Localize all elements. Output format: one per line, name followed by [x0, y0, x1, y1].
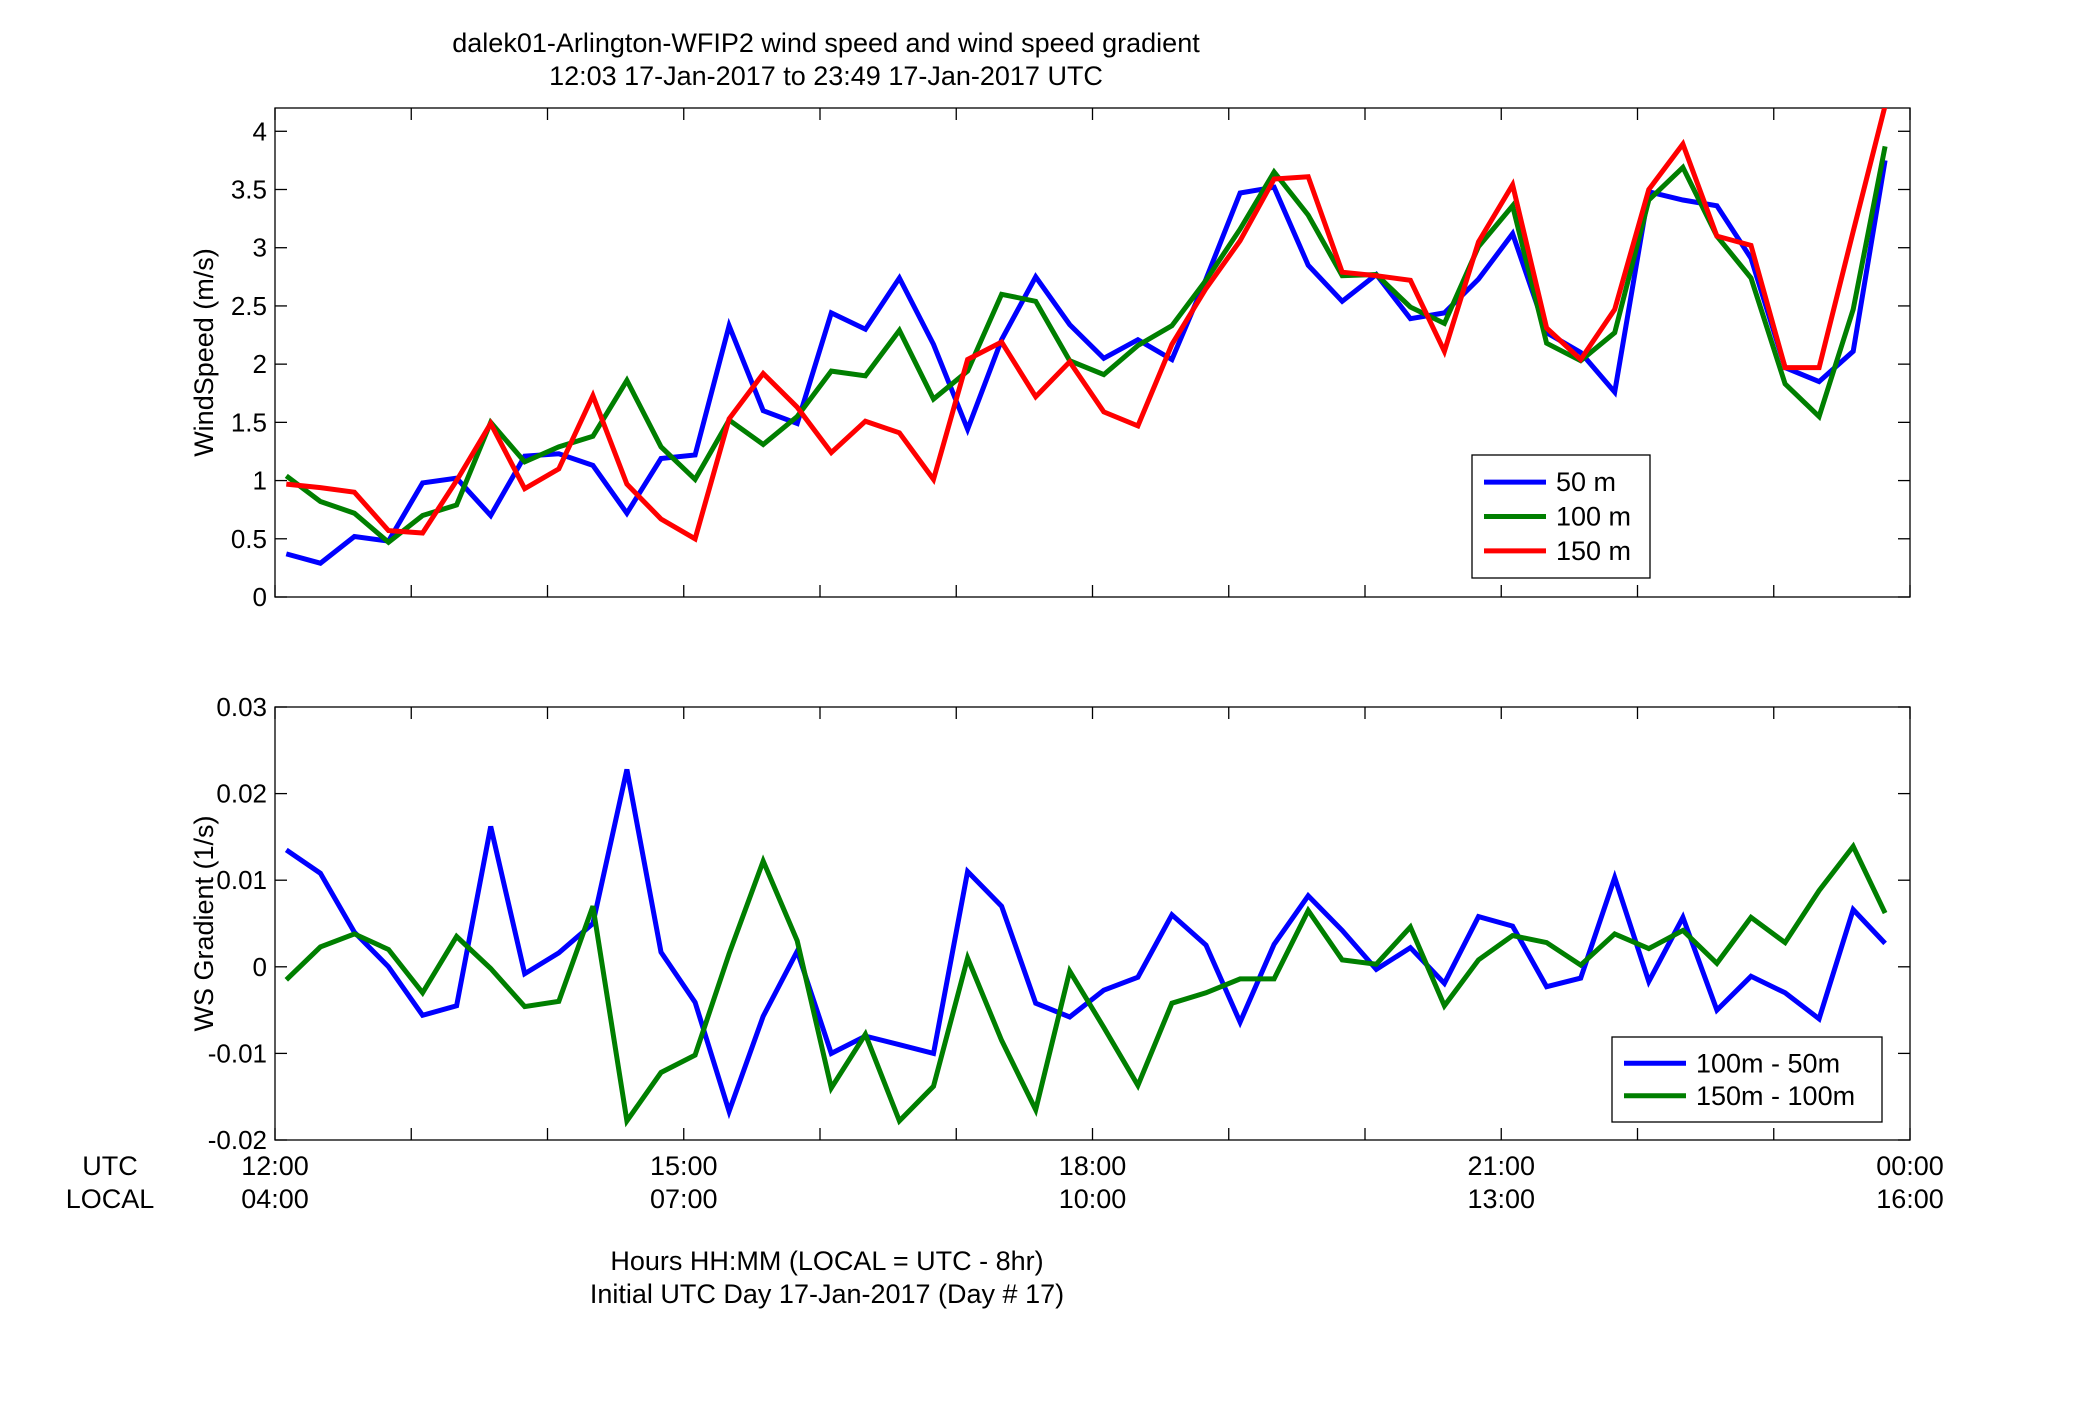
- legend: 50 m 100 m 150 m: [1471, 454, 1651, 579]
- y-tick-label: 1.5: [231, 407, 267, 437]
- y-tick-label: 0.01: [216, 865, 267, 895]
- utc-row-label: UTC: [82, 1151, 138, 1181]
- x-tick-label-local: 07:00: [650, 1184, 718, 1214]
- y-tick-label: 2: [253, 349, 267, 379]
- x-tick-label-local: 16:00: [1876, 1184, 1944, 1214]
- chart-title-line1: dalek01-Arlington-WFIP2 wind speed and w…: [452, 28, 1200, 58]
- x-axis-label-line2: Initial UTC Day 17-Jan-2017 (Day # 17): [590, 1279, 1064, 1309]
- x-axis-label-line1: Hours HH:MM (LOCAL = UTC - 8hr): [610, 1246, 1043, 1276]
- series-line-2: [286, 108, 1888, 543]
- x-tick-label-utc: 18:00: [1059, 1151, 1127, 1181]
- y-tick-label: 0: [253, 582, 267, 612]
- x-tick-label-utc: 15:00: [650, 1151, 718, 1181]
- y-tick-label: 0.03: [216, 692, 267, 722]
- y-tick-label: 4: [253, 116, 267, 146]
- windspeed-panel: 0 0.5 1 1.5 2 2.5 3 3.5 4 WindSpeed (m/s) 50 m 100 …: [189, 107, 1911, 612]
- y-tick-label: 3.5: [231, 175, 267, 205]
- y-tick-label: 1: [253, 466, 267, 496]
- x-tick-label-utc: 00:00: [1876, 1151, 1944, 1181]
- legend-label: 100 m: [1556, 502, 1631, 532]
- local-row-label: LOCAL: [66, 1184, 155, 1214]
- chart-title-line2: 12:03 17-Jan-2017 to 23:49 17-Jan-2017 U…: [549, 61, 1103, 91]
- y-tick-label: 2.5: [231, 291, 267, 321]
- series-line-1: [284, 841, 1888, 1128]
- y-tick-label: 3: [253, 233, 267, 263]
- x-tick-label-utc: 21:00: [1467, 1151, 1535, 1181]
- series-group: [284, 108, 1888, 566]
- legend-label: 50 m: [1556, 467, 1616, 497]
- x-tick-label-utc: 12:00: [241, 1151, 309, 1181]
- y-tick-label: 0.5: [231, 524, 267, 554]
- series-group: [284, 768, 1888, 1128]
- legend-label: 150m - 100m: [1696, 1081, 1855, 1111]
- series-line-0: [285, 159, 1888, 566]
- y-tick-label: 0.02: [216, 779, 267, 809]
- series-line-1: [284, 145, 1888, 546]
- y-axis-label: WindSpeed (m/s): [189, 248, 219, 457]
- y-axis-label: WS Gradient (1/s): [189, 815, 219, 1031]
- y-tick-label: 0: [253, 952, 267, 982]
- gradient-panel: -0.02 -0.01 0 0.01 0.02 0.03 WS Gradient (1/s)…: [189, 692, 1911, 1155]
- y-tick-label: -0.01: [208, 1038, 267, 1068]
- x-tick-label-local: 04:00: [241, 1184, 309, 1214]
- legend-label: 150 m: [1556, 536, 1631, 566]
- x-tick-label-local: 10:00: [1059, 1184, 1127, 1214]
- legend-label: 100m - 50m: [1696, 1048, 1840, 1078]
- legend-box: [1611, 1036, 1883, 1123]
- y-tick-label: -0.02: [208, 1125, 267, 1155]
- x-tick-label-local: 13:00: [1467, 1184, 1535, 1214]
